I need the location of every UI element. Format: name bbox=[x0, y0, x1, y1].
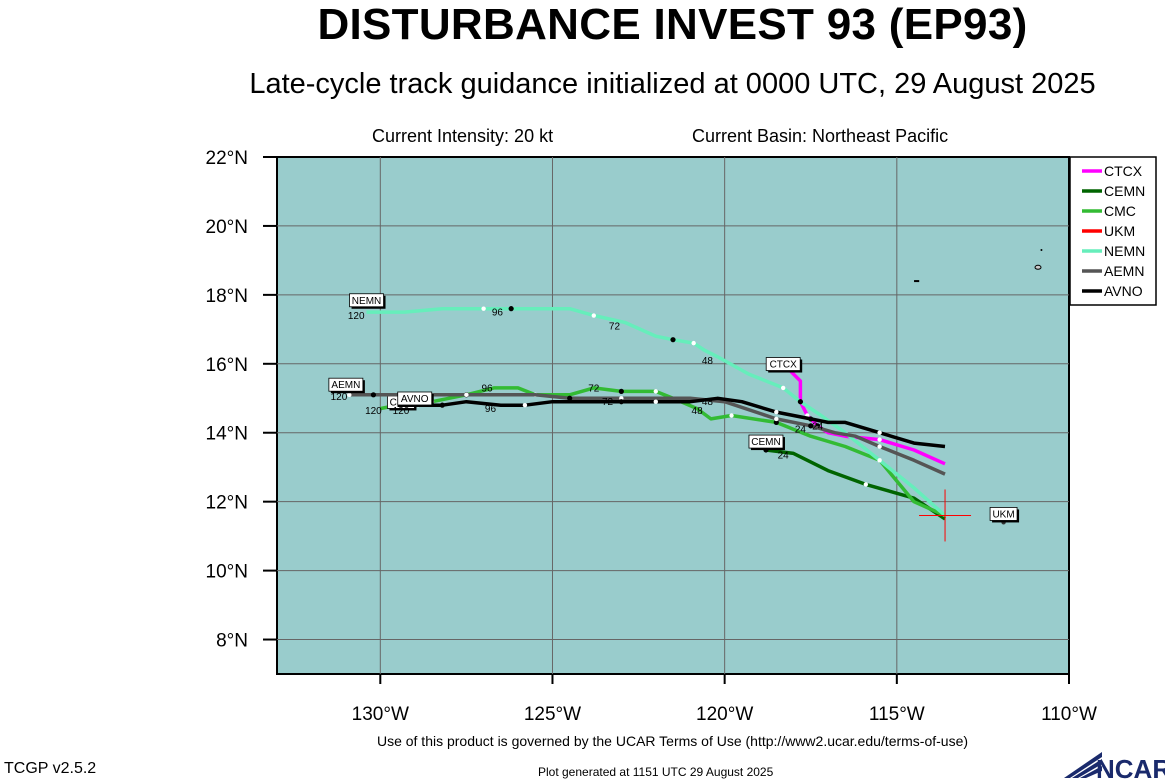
track-name-box bbox=[765, 357, 801, 371]
track-point bbox=[774, 416, 779, 422]
forecast-hour-label: 120 bbox=[348, 311, 365, 322]
page-subtitle: Late-cycle track guidance initialized at… bbox=[249, 68, 1096, 100]
ncar-logo-text: NCAR bbox=[1096, 754, 1165, 780]
legend-label-cmc: CMC bbox=[1104, 203, 1136, 219]
current-basin-label: Current Basin: Northeast Pacific bbox=[692, 126, 949, 146]
track-point bbox=[691, 340, 696, 346]
x-tick-label: 110°W bbox=[1041, 704, 1097, 725]
legend-label-cemn: CEMN bbox=[1104, 183, 1145, 199]
track-point bbox=[567, 395, 573, 401]
track-point bbox=[808, 423, 814, 429]
forecast-hour-label: 96 bbox=[492, 308, 504, 319]
track-point bbox=[481, 306, 486, 311]
track-point bbox=[780, 385, 786, 391]
legend-label-nemn: NEMN bbox=[1104, 243, 1145, 259]
forecast-hour-label: 48 bbox=[702, 356, 714, 367]
y-tick-label: 18°N bbox=[206, 286, 248, 307]
track-point bbox=[653, 399, 658, 404]
y-tick-label: 12°N bbox=[206, 493, 248, 514]
track-point bbox=[863, 482, 869, 487]
forecast-hour-label: 48 bbox=[692, 406, 704, 417]
terms-of-use-notice: Use of this product is governed by the U… bbox=[376, 733, 969, 749]
track-point bbox=[522, 402, 528, 408]
map-grid bbox=[277, 157, 1069, 674]
track-point bbox=[439, 402, 445, 408]
forecast-hour-label: 96 bbox=[481, 383, 493, 394]
track-point bbox=[729, 413, 734, 418]
y-tick-label: 8°N bbox=[216, 631, 248, 652]
y-tick-label: 10°N bbox=[206, 562, 248, 583]
forecast-tracks: 48CTCX24CEMN4872120CMCUKM487296120NEMN24… bbox=[328, 293, 1020, 525]
forecast-hour-label: 48 bbox=[702, 397, 714, 408]
track-name-label: AVNO bbox=[401, 394, 429, 405]
track-point bbox=[877, 458, 882, 463]
track-line bbox=[397, 396, 946, 449]
track-name-label: NEMN bbox=[352, 296, 381, 307]
legend: CTCX CEMN CMC UKM NEMN AEMN AVNO bbox=[1069, 156, 1157, 306]
y-tick-label: 20°N bbox=[206, 217, 248, 238]
track-point bbox=[670, 337, 676, 343]
island bbox=[1034, 264, 1042, 270]
map-plot-area bbox=[276, 156, 1070, 675]
track-cemn: 24 CEMN bbox=[748, 434, 946, 521]
forecast-hour-label: 24 bbox=[778, 451, 790, 462]
track-name-box bbox=[397, 391, 433, 406]
track-point bbox=[774, 409, 779, 415]
legend-label-ukm: UKM bbox=[1104, 223, 1135, 239]
track-point bbox=[877, 444, 882, 449]
forecast-hour-label: 120 bbox=[331, 392, 348, 403]
legend-label-ctcx: CTCX bbox=[1104, 163, 1143, 179]
x-tick-label: 125°W bbox=[524, 704, 581, 725]
track-point bbox=[464, 392, 469, 398]
x-tick-label: 115°W bbox=[869, 704, 925, 725]
y-tick-label: 22°N bbox=[206, 148, 248, 169]
ncar-logo: NCAR bbox=[1064, 752, 1165, 780]
track-point bbox=[797, 399, 804, 405]
track-ukm: UKM bbox=[989, 507, 1020, 525]
track-name-box bbox=[349, 293, 384, 308]
legend-label-avno: AVNO bbox=[1104, 283, 1143, 299]
islands bbox=[914, 249, 1043, 283]
track-point bbox=[370, 392, 377, 398]
current-intensity-label: Current Intensity: 20 kt bbox=[372, 126, 554, 146]
forecast-hour-label: 24 bbox=[795, 425, 807, 436]
track-name-label: AEMN bbox=[331, 380, 360, 391]
version-label: TCGP v2.5.2 bbox=[4, 760, 97, 777]
current-position-marker bbox=[919, 489, 972, 542]
track-point bbox=[591, 313, 596, 318]
track-point bbox=[347, 392, 352, 398]
track-point bbox=[618, 388, 624, 394]
track-point bbox=[808, 416, 814, 422]
x-tick-label: 130°W bbox=[352, 704, 409, 725]
island bbox=[1040, 249, 1043, 252]
track-point bbox=[653, 389, 658, 394]
track-point bbox=[877, 437, 882, 442]
track-point bbox=[773, 419, 779, 425]
track-point bbox=[508, 306, 514, 312]
page-title: DISTURBANCE INVEST 93 (EP93) bbox=[317, 0, 1028, 49]
track-name-box bbox=[748, 434, 784, 449]
y-tick-label: 14°N bbox=[206, 424, 248, 445]
track-name-label: CEMN bbox=[751, 437, 780, 448]
track-point bbox=[877, 430, 882, 435]
forecast-hour-label: 96 bbox=[485, 404, 497, 415]
forecast-hour-label: 120 bbox=[365, 406, 382, 417]
legend-label-aemn: AEMN bbox=[1104, 263, 1144, 279]
track-name-box bbox=[989, 507, 1018, 521]
track-line bbox=[765, 448, 946, 521]
y-tick-label: 16°N bbox=[206, 355, 248, 376]
axis-ticks: 130°W 125°W 120°W 115°W 110°W 8°N 10°N 12°N 14°N… bbox=[206, 148, 1097, 725]
track-name-box bbox=[328, 377, 364, 392]
x-tick-label: 120°W bbox=[696, 704, 753, 725]
forecast-hour-label: 120 bbox=[393, 406, 410, 417]
track-point bbox=[618, 399, 624, 405]
forecast-hour-label: 72 bbox=[588, 383, 600, 394]
forecast-hour-label: 24 bbox=[812, 421, 824, 432]
track-name-label: CTCX bbox=[770, 360, 798, 371]
plot-generated-label: Plot generated at 1151 UTC 29 August 202… bbox=[538, 765, 774, 779]
forecast-hour-label: 72 bbox=[609, 321, 621, 332]
track-name-label: UKM bbox=[992, 509, 1014, 520]
